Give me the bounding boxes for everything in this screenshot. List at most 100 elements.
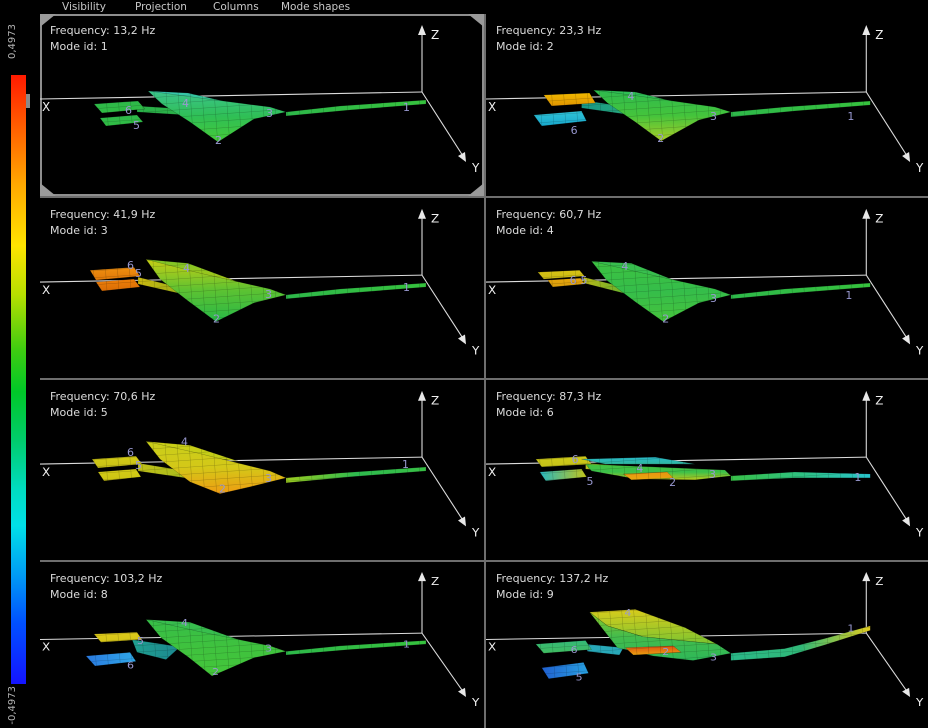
axis-label-y: Y	[915, 696, 924, 709]
menu-item-projection[interactable]: Projection	[135, 1, 187, 13]
node-label-5: 5	[587, 475, 594, 488]
frequency-label: Frequency: 13,2 Hz	[50, 24, 156, 37]
node-label-2: 2	[213, 313, 220, 326]
y-axis-arrow-icon	[458, 334, 466, 345]
colorbar-max-label: 0,4973	[7, 24, 18, 59]
menu-item-mode-shapes[interactable]: Mode shapes	[281, 1, 351, 13]
frequency-label: Frequency: 137,2 Hz	[496, 572, 609, 585]
mode-id-label: Mode id: 1	[50, 40, 108, 53]
node-label-6: 6	[127, 660, 134, 671]
node-label-1: 1	[847, 110, 854, 123]
node-label-6: 6	[570, 274, 577, 287]
aircraft-mesh	[89, 258, 427, 322]
aircraft-mesh	[85, 619, 427, 677]
axis-label-x: X	[42, 283, 50, 297]
axis-label-y: Y	[915, 525, 924, 539]
node-label-4: 4	[181, 617, 188, 628]
aircraft-mesh	[537, 260, 871, 322]
axis-label-z: Z	[875, 28, 883, 42]
colorbar-panel: 0,4973 -0,4973	[0, 0, 40, 728]
node-label-2: 2	[219, 483, 226, 496]
node-label-1: 1	[845, 289, 852, 302]
node-label-4: 4	[183, 262, 190, 275]
node-label-1: 1	[402, 458, 409, 471]
axis-label-x: X	[42, 465, 50, 479]
y-axis-arrow-icon	[902, 687, 911, 697]
node-label-6: 6	[127, 259, 134, 272]
axis-label-z: Z	[875, 394, 883, 408]
frequency-label: Frequency: 41,9 Hz	[50, 208, 156, 221]
mode-shape-viewport: X Z Y 1 2 3 4 6	[486, 25, 924, 175]
axis-label-z: Z	[431, 394, 439, 408]
panel-info: Frequency: 87,3 Hz Mode id: 6	[496, 389, 601, 421]
frequency-label: Frequency: 60,7 Hz	[496, 208, 602, 221]
z-axis-arrow-icon	[418, 390, 426, 401]
mode-panel-8[interactable]: Frequency: 137,2 Hz Mode id: 9 X Z Y 1 2 3 4 5 6	[486, 562, 928, 728]
aircraft-mesh	[91, 440, 427, 494]
panel-info: Frequency: 103,2 Hz Mode id: 8	[50, 571, 162, 603]
frequency-label: Frequency: 23,3 Hz	[496, 24, 602, 37]
panel-info: Frequency: 60,7 Hz Mode id: 4	[496, 207, 601, 239]
axis-label-x: X	[488, 465, 496, 479]
axis-label-x: X	[42, 640, 50, 653]
axis-label-z: Z	[431, 574, 439, 587]
node-label-5: 5	[581, 274, 588, 287]
colorbar-min-label: -0,4973	[7, 686, 18, 725]
mode-id-label: Mode id: 9	[496, 588, 554, 601]
axis-label-x: X	[488, 283, 496, 297]
node-label-3: 3	[266, 107, 273, 120]
mode-id-label: Mode id: 8	[50, 588, 108, 601]
node-label-3: 3	[710, 110, 717, 123]
axis-label-z: Z	[431, 28, 439, 42]
menu-item-visibility[interactable]: Visibility	[62, 1, 107, 13]
panel-info: Frequency: 41,9 Hz Mode id: 3	[50, 207, 155, 239]
mode-id-label: Mode id: 4	[496, 224, 554, 237]
node-label-5: 5	[135, 267, 142, 280]
node-label-3: 3	[710, 292, 717, 305]
axes: X Z Y	[40, 208, 480, 357]
panel-info: Frequency: 70,6 Hz Mode id: 5	[50, 389, 155, 421]
frequency-label: Frequency: 70,6 Hz	[50, 390, 156, 403]
node-label-4: 4	[182, 97, 189, 110]
y-axis-arrow-icon	[902, 516, 911, 527]
mode-panel-7[interactable]: Frequency: 103,2 Hz Mode id: 8 X Z Y 1 2 3 4 5 6	[40, 562, 486, 728]
axis-label-z: Z	[431, 212, 439, 226]
menu-bar: Visibility Projection Columns Mode shape…	[40, 0, 928, 14]
z-axis-arrow-icon	[418, 208, 426, 219]
axis-label-z: Z	[875, 574, 883, 587]
menu-item-columns[interactable]: Columns	[213, 1, 259, 13]
node-label-2: 2	[662, 646, 669, 657]
node-label-3: 3	[265, 643, 272, 654]
colorbar-gradient[interactable]	[11, 75, 26, 684]
z-axis-arrow-icon	[418, 572, 426, 582]
colorbar-handle[interactable]	[26, 94, 30, 108]
y-axis-arrow-icon	[458, 516, 466, 527]
mode-panel-2[interactable]: Frequency: 23,3 Hz Mode id: 2 X Z Y 1 2 3 4 6	[486, 14, 928, 198]
node-label-5: 5	[576, 672, 583, 683]
node-label-3: 3	[265, 288, 272, 301]
axis-label-y: Y	[471, 696, 480, 709]
panel-info: Frequency: 137,2 Hz Mode id: 9	[496, 571, 608, 603]
node-label-2: 2	[212, 667, 219, 678]
z-axis-arrow-icon	[862, 390, 871, 401]
node-labels: 1 2 3 4 6	[571, 90, 855, 145]
aircraft-mesh	[533, 89, 871, 142]
node-label-4: 4	[636, 462, 643, 475]
frequency-label: Frequency: 87,3 Hz	[496, 390, 602, 403]
axes: X Z Y	[40, 572, 480, 709]
